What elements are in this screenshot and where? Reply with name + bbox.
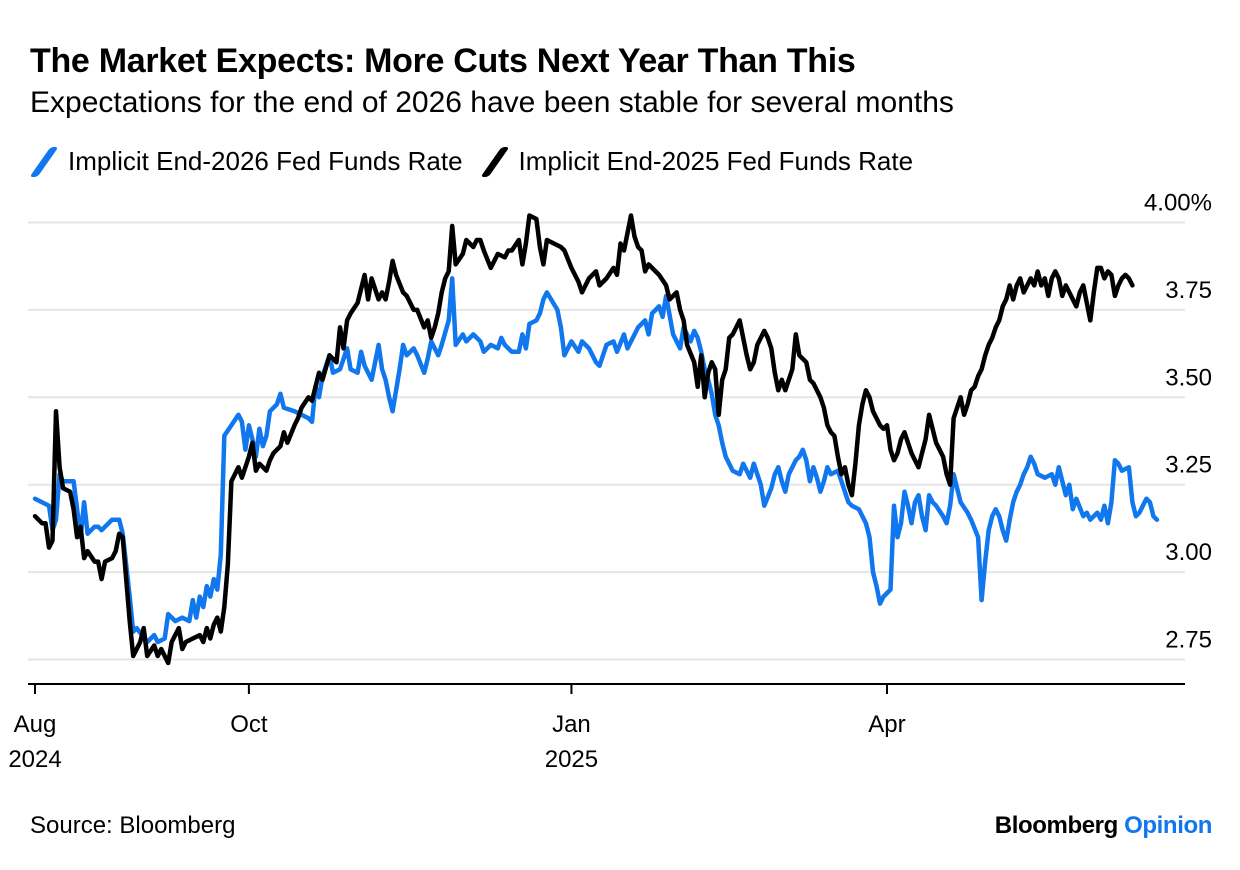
brand-bloomberg: Bloomberg — [994, 812, 1118, 839]
x-tick-label: Aug — [14, 711, 57, 738]
y-tick-label: 3.75 — [1165, 277, 1212, 304]
y-tick-label: 4.00% — [1144, 189, 1212, 216]
x-tick-label: Jan — [552, 711, 591, 738]
x-tick-label: Apr — [868, 711, 905, 738]
series-line-end-2026 — [32, 276, 1160, 645]
legend-item-end-2026: Implicit End-2026 Fed Funds Rate — [29, 146, 463, 177]
y-tick-label: 3.50 — [1165, 364, 1212, 391]
x-tick-label: Oct — [230, 711, 268, 738]
brand-logo: Bloomberg Opinion — [994, 812, 1213, 840]
brand-opinion: Opinion — [1124, 812, 1212, 839]
x-tick-year-label: 2025 — [545, 746, 598, 773]
legend-item-end-2025: Implicit End-2025 Fed Funds Rate — [480, 146, 914, 177]
page-title: The Market Expects: More Cuts Next Year … — [30, 42, 856, 80]
y-tick-label: 2.75 — [1165, 627, 1212, 654]
x-tick-year-label: 2024 — [8, 746, 61, 773]
page-subtitle: Expectations for the end of 2026 have be… — [30, 86, 954, 119]
y-tick-label: 3.25 — [1165, 452, 1212, 479]
legend-label-end-2025: Implicit End-2025 Fed Funds Rate — [518, 146, 914, 176]
legend: Implicit End-2026 Fed Funds Rate Implici… — [29, 146, 931, 177]
y-tick-label: 3.00 — [1165, 539, 1212, 566]
legend-label-end-2026: Implicit End-2026 Fed Funds Rate — [68, 146, 463, 176]
source-note: Source: Bloomberg — [30, 812, 236, 839]
series-line-end-2025 — [32, 213, 1135, 666]
